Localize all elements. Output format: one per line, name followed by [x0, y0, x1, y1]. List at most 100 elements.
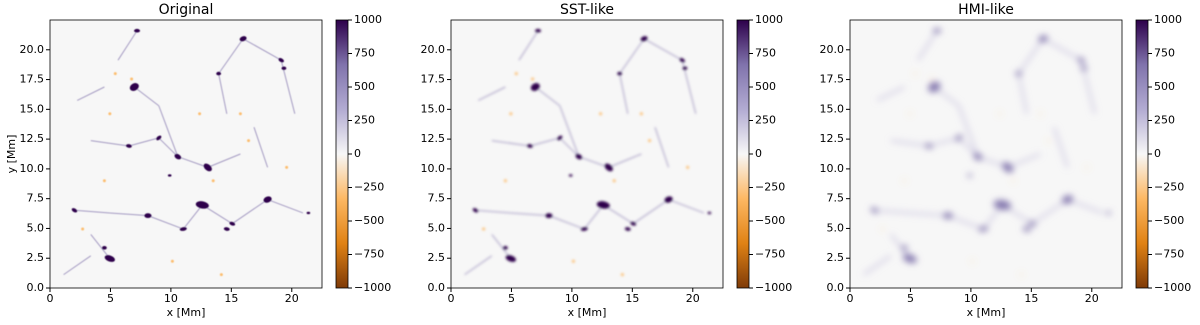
magnetic-patch: [71, 208, 78, 213]
panel-title: Original: [159, 2, 214, 18]
y-tick-label: 5.0: [827, 221, 845, 234]
y-tick-label: 20.0: [820, 43, 845, 56]
negative-patch: [514, 72, 518, 76]
field-lane: [909, 211, 948, 217]
y-tick-label: 0.0: [428, 281, 446, 294]
field-lane: [608, 153, 642, 168]
negative-patch: [113, 72, 117, 76]
colorbar-tick-label: 0: [1154, 147, 1161, 160]
colorbar: [1135, 19, 1149, 289]
negative-patch: [531, 77, 535, 81]
heatmap-background: [451, 20, 723, 288]
colorbar-tick-label: 250: [354, 114, 375, 127]
y-tick-label: 17.5: [20, 73, 45, 86]
field-lane: [548, 215, 585, 230]
field-lane: [202, 204, 233, 225]
panel-title: HMI-like: [958, 2, 1014, 18]
y-tick-label: 15.0: [20, 102, 45, 115]
field-lane: [1017, 73, 1028, 114]
heatmap-image: [863, 28, 1111, 277]
negative-patch: [130, 77, 134, 81]
field-lane: [1017, 38, 1044, 75]
field-lane: [218, 38, 244, 74]
field-lane: [1053, 126, 1069, 168]
magnetic-patch: [682, 66, 688, 71]
magnetic-patch: [239, 36, 247, 42]
field-lane: [654, 127, 670, 168]
colorbar-tick-label: −250: [755, 181, 785, 194]
magnetic-patch: [557, 135, 563, 141]
magnetic-patch: [1080, 65, 1088, 71]
x-tick-label: 5: [107, 292, 114, 305]
x-tick-label: 10: [964, 292, 978, 305]
negative-patch: [1011, 179, 1015, 183]
colorbar-tick-label: 750: [755, 47, 776, 60]
y-tick-label: 10.0: [20, 162, 45, 175]
magnetic-patch: [664, 196, 673, 203]
colorbar: [736, 19, 750, 289]
negative-patch: [620, 273, 624, 277]
field-lane: [668, 199, 705, 214]
field-lane: [491, 140, 530, 147]
field-lane: [177, 156, 208, 168]
negative-patch: [639, 112, 643, 116]
field-lane: [619, 38, 645, 74]
y-tick-label: 12.5: [820, 132, 845, 145]
field-lane: [917, 30, 938, 61]
plot-frame: [849, 19, 1123, 289]
colorbar-tick-label: −750: [354, 248, 384, 261]
field-lane: [109, 212, 148, 217]
negative-patch: [1019, 273, 1023, 277]
negative-patch: [170, 259, 174, 263]
colorbar-tick-label: 500: [354, 80, 375, 93]
field-lane: [63, 255, 92, 276]
heatmap-image: [464, 28, 712, 277]
negative-patch: [102, 179, 106, 183]
field-lane: [117, 30, 138, 61]
negative-patch: [1085, 165, 1089, 169]
colorbar-tick-label: 1000: [755, 13, 783, 26]
field-lane: [535, 86, 561, 107]
field-lane: [578, 156, 609, 168]
field-lane: [890, 139, 930, 147]
negative-patch: [881, 227, 885, 231]
magnetic-patch: [1062, 195, 1074, 204]
magnetic-patch: [617, 71, 623, 76]
field-lane: [207, 153, 241, 168]
magnetic-patch: [943, 212, 953, 219]
colorbar-tick-label: 1000: [1154, 13, 1182, 26]
magnetic-patch: [1077, 57, 1085, 64]
magnetic-patch: [870, 207, 879, 214]
field-lane: [477, 86, 506, 101]
colorbar-tick-label: −750: [1154, 248, 1184, 261]
field-lane: [491, 234, 512, 259]
magnetic-patch: [901, 245, 908, 251]
negative-patch: [108, 112, 112, 116]
field-lane: [74, 209, 110, 214]
x-tick-label: 0: [448, 292, 455, 305]
y-tick-label: 7.5: [27, 192, 45, 205]
magnetic-patch: [505, 255, 517, 262]
y-tick-label: 10.0: [421, 162, 446, 175]
magnetic-patch: [630, 221, 637, 226]
y-tick-label: 17.5: [820, 73, 845, 86]
field-lane: [632, 199, 669, 225]
magnetic-patch: [503, 246, 508, 250]
x-tick-label: 10: [565, 292, 579, 305]
magnetic-patch: [973, 153, 983, 161]
magnetic-patch: [156, 135, 162, 141]
magnetic-patch: [596, 201, 610, 209]
magnetic-patch: [1106, 211, 1111, 215]
y-tick-label: 15.0: [421, 102, 446, 115]
magnetic-patch: [306, 211, 311, 215]
negative-patch: [902, 179, 906, 183]
magnetic-patch: [216, 71, 222, 76]
heatmap-panel: HMI-like 0 5 10 15 20 0.0 2.5 5.0 7.5 10.0 12.5 15.0…: [820, 2, 1192, 319]
negative-patch: [211, 179, 215, 183]
field-lane: [464, 255, 493, 276]
magnetic-patch: [1028, 221, 1037, 227]
magnetic-patch: [104, 255, 116, 262]
field-lane: [134, 86, 160, 107]
magnetic-patch: [604, 163, 613, 172]
field-lane: [90, 234, 111, 259]
